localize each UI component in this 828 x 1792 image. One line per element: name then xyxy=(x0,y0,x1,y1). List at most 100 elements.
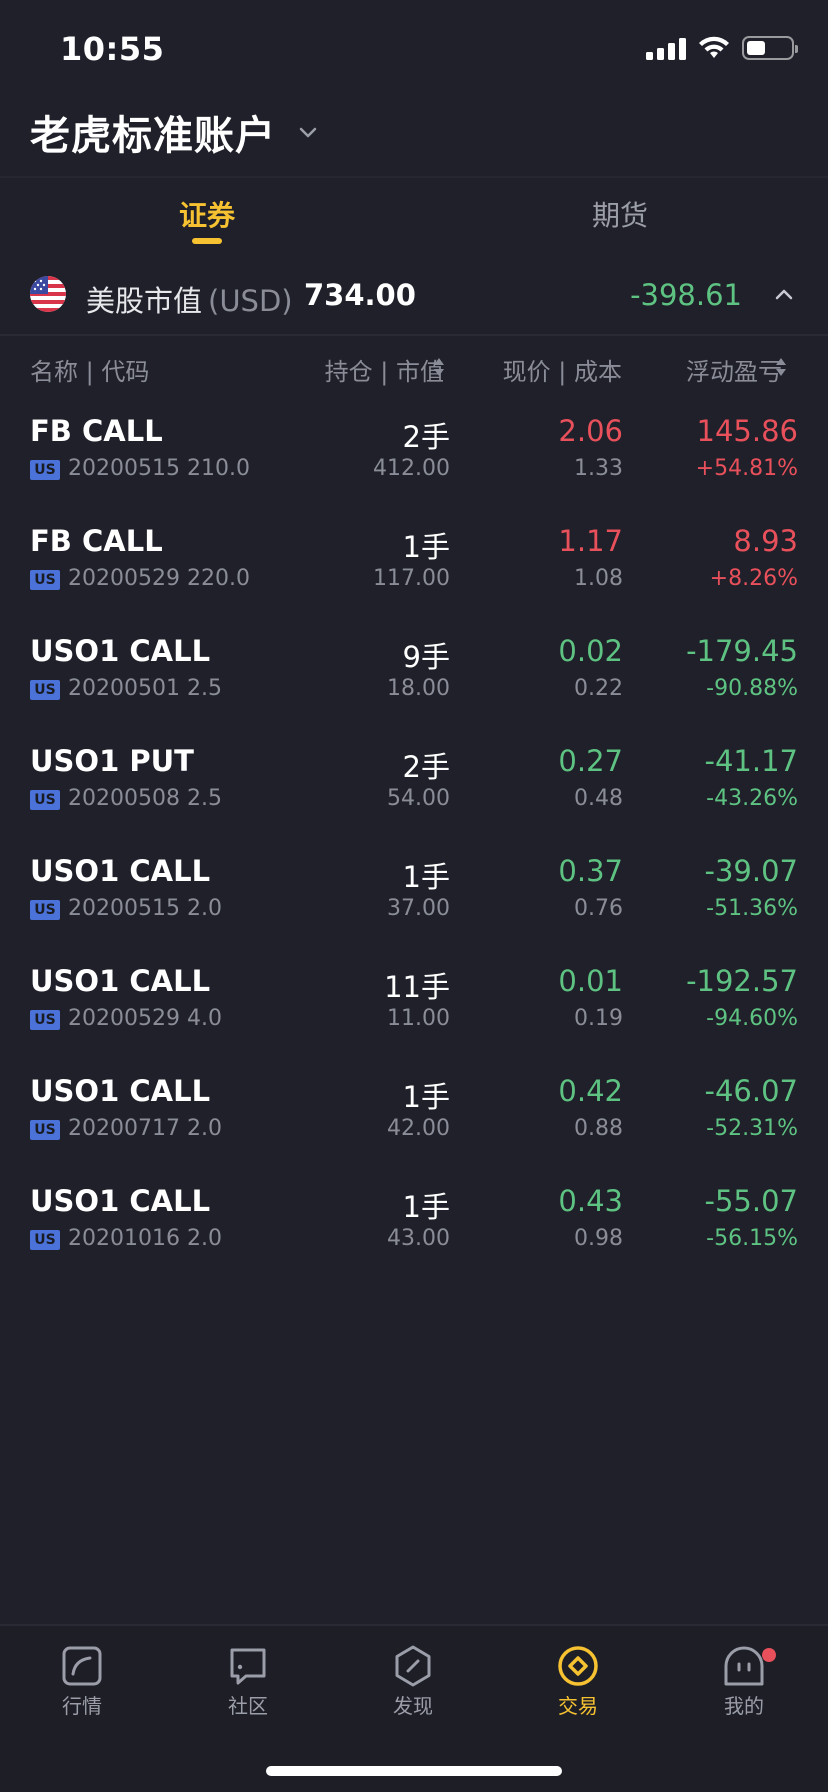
sort-icon[interactable] xyxy=(774,356,788,378)
holding-pl-percent: -94.60% xyxy=(706,1006,798,1031)
community-icon xyxy=(230,1648,266,1685)
market-badge: US xyxy=(30,900,60,920)
holding-pl-percent: -56.15% xyxy=(706,1226,798,1251)
sort-icon[interactable] xyxy=(432,356,446,378)
holding-pl: -192.57 xyxy=(686,964,798,998)
signal-icon xyxy=(646,36,686,60)
tabbar-market[interactable]: 行情 xyxy=(22,1644,142,1719)
holding-quantity: 1手 xyxy=(402,860,450,894)
holding-market-value: 37.00 xyxy=(387,896,450,921)
market-badge: US xyxy=(30,790,60,810)
tab-active-indicator xyxy=(192,238,222,244)
holding-row[interactable]: USO1 CALL US 20200717 2.0 1手 42.00 0.42 … xyxy=(0,1066,828,1176)
tabbar-me-label: 我的 xyxy=(724,1694,764,1718)
market-badge: US xyxy=(30,1230,60,1250)
holding-pl: 8.93 xyxy=(733,524,798,558)
holding-pl: -41.17 xyxy=(704,744,799,778)
holding-row[interactable]: FB CALL US 20200529 220.0 1手 117.00 1.17… xyxy=(0,516,828,626)
holding-code: 20200508 2.5 xyxy=(68,786,222,811)
column-name: 名称 | 代码 xyxy=(30,358,150,386)
market-badge: US xyxy=(30,570,60,590)
holding-name: FB CALL xyxy=(30,524,163,558)
holding-row[interactable]: FB CALL US 20200515 210.0 2手 412.00 2.06… xyxy=(0,406,828,516)
holding-price: 0.43 xyxy=(558,1184,623,1218)
market-pl: -398.61 xyxy=(630,278,742,312)
market-currency: (USD) xyxy=(208,284,293,318)
holding-market-value: 412.00 xyxy=(373,456,450,481)
holding-price: 2.06 xyxy=(558,414,623,448)
tabbar-community-label: 社区 xyxy=(228,1694,268,1718)
tab-futures[interactable]: 期货 xyxy=(591,199,648,232)
holding-row[interactable]: USO1 CALL US 20200515 2.0 1手 37.00 0.37 … xyxy=(0,846,828,956)
holding-cost: 1.08 xyxy=(574,566,623,591)
account-selector[interactable]: 老虎标准账户 xyxy=(30,102,322,162)
holding-name: USO1 CALL xyxy=(30,964,211,998)
holding-row[interactable]: USO1 CALL US 20201016 2.0 1手 43.00 0.43 … xyxy=(0,1176,828,1286)
holding-cost: 0.76 xyxy=(574,896,623,921)
holding-pl: -55.07 xyxy=(704,1184,799,1218)
bottom-tab-bar: 行情 社区 发现 交易 我的 xyxy=(0,1624,828,1792)
holding-name: USO1 PUT xyxy=(30,744,194,778)
holding-quantity: 11手 xyxy=(384,970,450,1004)
holding-price: 1.17 xyxy=(558,524,623,558)
holding-pl: -39.07 xyxy=(704,854,799,888)
holding-cost: 0.19 xyxy=(574,1006,623,1031)
us-flag-icon xyxy=(30,276,66,312)
holding-row[interactable]: USO1 CALL US 20200501 2.5 9手 18.00 0.02 … xyxy=(0,626,828,736)
holding-cost: 0.88 xyxy=(574,1116,623,1141)
market-divider xyxy=(0,334,828,336)
market-badge: US xyxy=(30,1010,60,1030)
holding-pl: 145.86 xyxy=(696,414,798,448)
holding-cost: 1.33 xyxy=(574,456,623,481)
holding-pl-percent: -51.36% xyxy=(706,896,798,921)
holding-pl-percent: -52.31% xyxy=(706,1116,798,1141)
tabbar-trade[interactable]: 交易 xyxy=(518,1644,638,1719)
tabbar-me[interactable]: 我的 xyxy=(684,1644,804,1719)
holding-market-value: 18.00 xyxy=(387,676,450,701)
market-label: 美股市值 (USD) xyxy=(86,278,293,320)
market-label-text: 美股市值 xyxy=(86,284,203,318)
holding-pl: -46.07 xyxy=(704,1074,799,1108)
status-icons xyxy=(646,36,798,60)
column-position[interactable]: 持仓 | 市值 xyxy=(324,358,444,386)
holding-quantity: 9手 xyxy=(402,640,450,674)
tabbar-discover-label: 发现 xyxy=(393,1694,433,1718)
holding-price: 0.37 xyxy=(558,854,623,888)
holding-price: 0.01 xyxy=(558,964,623,998)
holding-code: 20200515 210.0 xyxy=(68,456,250,481)
holding-name: USO1 CALL xyxy=(30,634,211,668)
holding-name: FB CALL xyxy=(30,414,163,448)
holding-market-value: 117.00 xyxy=(373,566,450,591)
tabbar-trade-label: 交易 xyxy=(558,1694,598,1718)
market-badge: US xyxy=(30,680,60,700)
me-icon xyxy=(724,1646,764,1686)
tabbar-discover[interactable]: 发现 xyxy=(353,1644,473,1719)
column-price: 现价 | 成本 xyxy=(502,358,622,386)
holding-name: USO1 CALL xyxy=(30,1184,211,1218)
holding-price: 0.27 xyxy=(558,744,623,778)
holding-row[interactable]: USO1 PUT US 20200508 2.5 2手 54.00 0.27 0… xyxy=(0,736,828,846)
holding-cost: 0.48 xyxy=(574,786,623,811)
market-summary[interactable]: 美股市值 (USD) 734.00 -398.61 xyxy=(0,268,828,332)
tab-securities[interactable]: 证券 xyxy=(178,199,235,232)
holding-market-value: 54.00 xyxy=(387,786,450,811)
holding-market-value: 42.00 xyxy=(387,1116,450,1141)
chevron-up-icon[interactable] xyxy=(772,282,796,306)
market-badge: US xyxy=(30,460,60,480)
holding-quantity: 2手 xyxy=(402,420,450,454)
holding-price: 0.02 xyxy=(558,634,623,668)
holding-code: 20201016 2.0 xyxy=(68,1226,222,1251)
holding-quantity: 1手 xyxy=(402,530,450,564)
account-title: 老虎标准账户 xyxy=(30,113,276,159)
market-icon xyxy=(62,1646,102,1686)
holding-pl: -179.45 xyxy=(686,634,798,668)
wifi-icon xyxy=(699,36,729,58)
tabbar-community[interactable]: 社区 xyxy=(188,1644,308,1719)
holding-quantity: 1手 xyxy=(402,1080,450,1114)
holding-code: 20200501 2.5 xyxy=(68,676,222,701)
holding-price: 0.42 xyxy=(558,1074,623,1108)
holding-pl-percent: +54.81% xyxy=(695,456,798,481)
holding-row[interactable]: USO1 CALL US 20200529 4.0 11手 11.00 0.01… xyxy=(0,956,828,1066)
battery-icon xyxy=(742,36,798,60)
column-pl[interactable]: 浮动盈亏 xyxy=(686,358,782,386)
